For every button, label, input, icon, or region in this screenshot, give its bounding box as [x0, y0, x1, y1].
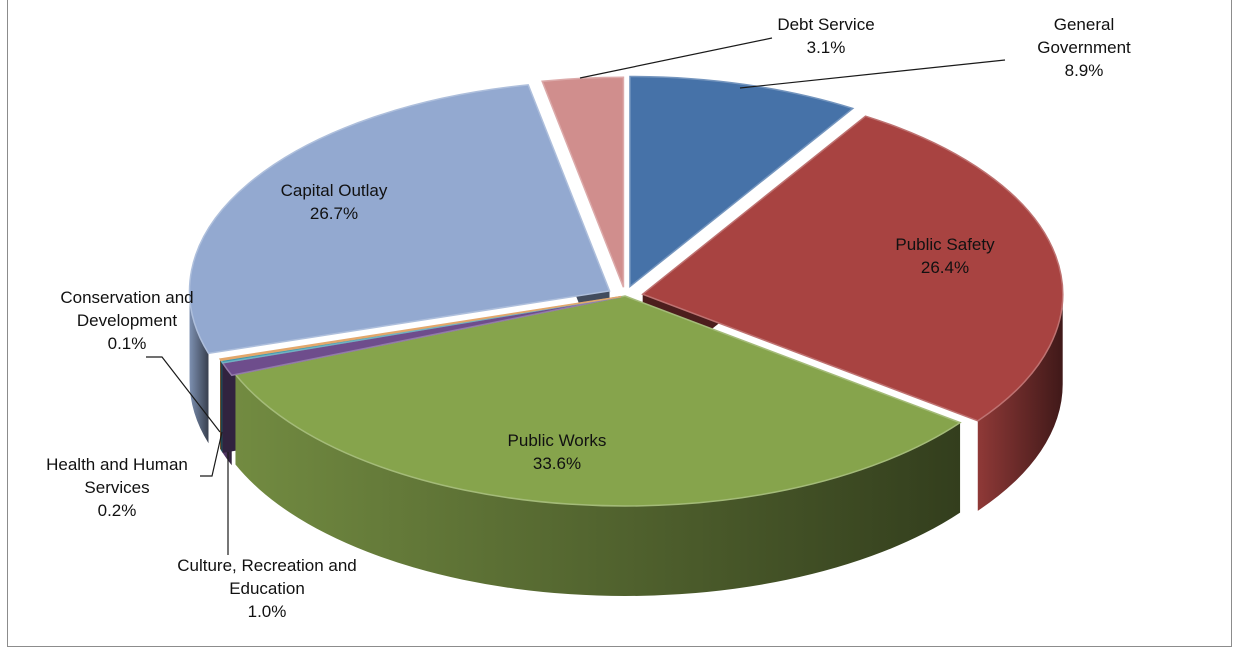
slice-general-government — [629, 75, 855, 289]
data-label-culture-recreation-and-education: Culture, Recreation and Education 1.0% — [177, 556, 357, 621]
leader-line-general-government — [739, 59, 1006, 89]
data-label-health-and-human-services: Health and Human Services 0.2% — [46, 455, 188, 520]
slice-name-general-government: Government — [1037, 38, 1131, 57]
slice-value-health-and-human-services: 0.2% — [98, 501, 137, 520]
data-label-conservation-and-development: Conservation and Development 0.1% — [60, 288, 193, 353]
slice-value-general-government: 8.9% — [1065, 61, 1104, 80]
data-label-public-works: Public Works 33.6% — [508, 431, 607, 473]
slice-side-public-safety — [977, 294, 1063, 511]
slice-name-general-government: General — [1054, 15, 1114, 34]
slice-name-conservation-and-development: Development — [77, 311, 177, 330]
slice-name-culture-recreation-and-education: Education — [229, 579, 305, 598]
slice-value-public-safety: 26.4% — [921, 258, 969, 277]
leader-lines — [146, 37, 1006, 555]
slice-value-debt-service: 3.1% — [807, 38, 846, 57]
slice-conservation-and-development — [218, 295, 622, 362]
slice-public-works — [234, 295, 962, 507]
slice-value-capital-outlay: 26.7% — [310, 204, 358, 223]
slice-name-health-and-human-services: Services — [84, 478, 149, 497]
leader-line-debt-service — [579, 37, 773, 79]
slice-name-culture-recreation-and-education: Culture, Recreation and — [177, 556, 357, 575]
slice-debt-service — [541, 76, 625, 288]
slice-value-public-works: 33.6% — [533, 454, 581, 473]
slice-name-public-safety: Public Safety — [895, 235, 995, 254]
data-label-public-safety: Public Safety 26.4% — [895, 235, 995, 277]
slice-name-debt-service: Debt Service — [777, 15, 874, 34]
slice-name-capital-outlay: Capital Outlay — [281, 181, 388, 200]
leader-line-health-and-human-services — [200, 431, 223, 477]
pie-tops — [188, 75, 1064, 507]
slice-side-public-works — [235, 374, 961, 596]
leader-line-conservation-and-development — [146, 356, 221, 433]
slice-value-culture-recreation-and-education: 1.0% — [248, 602, 287, 621]
slice-name-conservation-and-development: Conservation and — [60, 288, 193, 307]
slice-name-health-and-human-services: Health and Human — [46, 455, 188, 474]
data-label-capital-outlay: Capital Outlay 26.7% — [281, 181, 388, 223]
data-label-debt-service: Debt Service 3.1% — [777, 15, 874, 57]
slice-public-safety — [641, 115, 1064, 422]
slice-capital-outlay — [188, 84, 611, 355]
slice-side-capital-outlay — [189, 290, 209, 444]
data-label-general-government: General Government 8.9% — [1037, 15, 1131, 80]
slice-value-conservation-and-development: 0.1% — [108, 334, 147, 353]
slice-labels: General Government 8.9%Public Safety 26.4%P… — [46, 15, 1131, 621]
slice-name-public-works: Public Works — [508, 431, 607, 450]
